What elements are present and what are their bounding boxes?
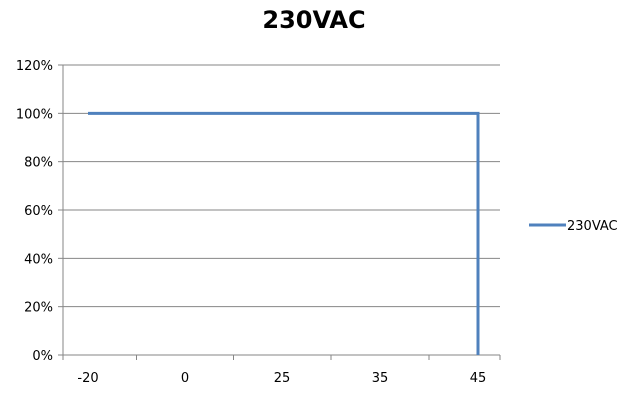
x-tick-label: 0 xyxy=(181,371,189,386)
series-line-230vac xyxy=(88,111,480,355)
y-tick-label: 120% xyxy=(16,59,53,74)
legend: 230VAC xyxy=(529,219,618,234)
y-tick-label: 100% xyxy=(16,107,53,122)
y-tick-label: 60% xyxy=(24,204,53,219)
y-tick-label: 20% xyxy=(24,301,53,316)
x-tick-label: 35 xyxy=(372,371,389,386)
y-tick-label: 80% xyxy=(24,156,53,171)
x-tick-label: 25 xyxy=(274,371,291,386)
y-tick-label: 40% xyxy=(24,252,53,267)
legend-label: 230VAC xyxy=(567,219,618,234)
chart-title: 230VAC xyxy=(262,6,366,34)
y-axis-ticks: 0% 20% 40% 60% 80% 100% 120% xyxy=(16,59,63,364)
y-tick-label: 0% xyxy=(32,349,53,364)
gridlines xyxy=(63,64,500,308)
series-layer xyxy=(88,111,480,355)
x-axis-ticks: -20 0 25 35 45 xyxy=(62,355,501,386)
x-tick-label: -20 xyxy=(77,371,98,386)
x-tick-label: 45 xyxy=(470,371,487,386)
